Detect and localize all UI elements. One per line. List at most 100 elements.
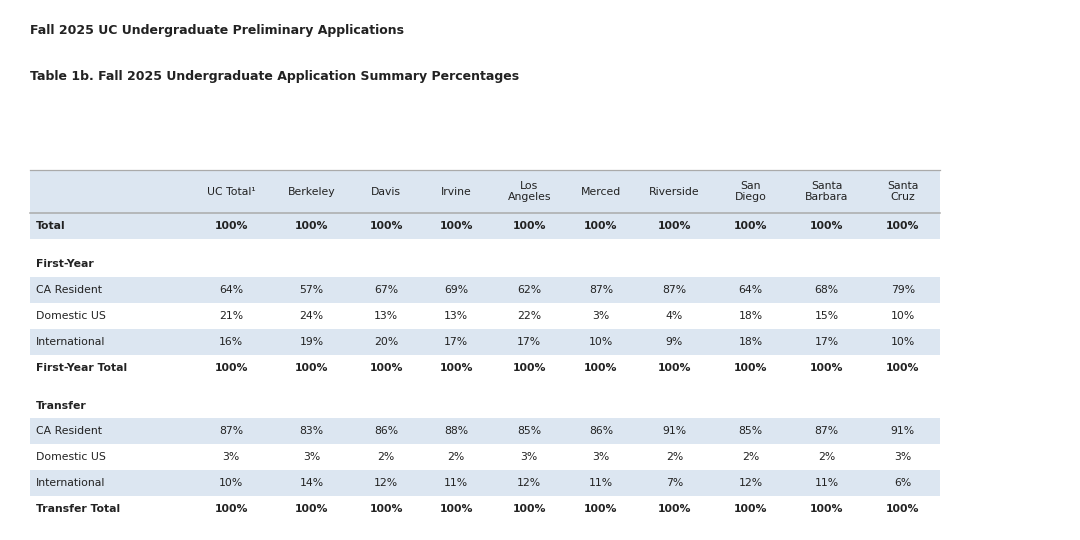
Text: 100%: 100% [584, 504, 618, 514]
Text: 87%: 87% [219, 427, 243, 436]
Text: 3%: 3% [303, 453, 320, 462]
Text: 9%: 9% [666, 337, 683, 347]
Text: Domestic US: Domestic US [36, 453, 106, 462]
Text: 100%: 100% [658, 504, 691, 514]
Text: 86%: 86% [374, 427, 399, 436]
Text: 100%: 100% [810, 221, 843, 231]
Text: 14%: 14% [299, 478, 324, 488]
Text: 100%: 100% [886, 221, 920, 231]
Text: Fall 2025 UC Undergraduate Preliminary Applications: Fall 2025 UC Undergraduate Preliminary A… [30, 24, 404, 37]
Text: International: International [36, 337, 105, 347]
Text: 11%: 11% [589, 478, 613, 488]
Text: 10%: 10% [891, 311, 915, 321]
Text: 85%: 85% [517, 427, 541, 436]
Text: 91%: 91% [662, 427, 687, 436]
Text: 11%: 11% [814, 478, 839, 488]
Text: 3%: 3% [222, 453, 240, 462]
Text: Table 1b. Fall 2025 Undergraduate Application Summary Percentages: Table 1b. Fall 2025 Undergraduate Applic… [30, 70, 519, 83]
Text: 91%: 91% [891, 427, 915, 436]
Text: 17%: 17% [444, 337, 469, 347]
Text: 100%: 100% [512, 363, 546, 373]
Text: 12%: 12% [517, 478, 541, 488]
Text: 62%: 62% [517, 285, 541, 295]
Text: 79%: 79% [891, 285, 915, 295]
Text: 19%: 19% [299, 337, 324, 347]
Text: 100%: 100% [658, 363, 691, 373]
Text: 2%: 2% [819, 453, 835, 462]
Text: 11%: 11% [444, 478, 469, 488]
Text: UC Total¹: UC Total¹ [206, 187, 256, 197]
Text: 100%: 100% [214, 504, 248, 514]
Text: 3%: 3% [593, 453, 609, 462]
Text: 100%: 100% [295, 363, 328, 373]
Text: Merced: Merced [581, 187, 621, 197]
Text: 64%: 64% [219, 285, 243, 295]
Text: 21%: 21% [219, 311, 243, 321]
Text: Santa
Barbara: Santa Barbara [805, 181, 849, 202]
Text: 100%: 100% [440, 221, 473, 231]
Text: Riverside: Riverside [649, 187, 700, 197]
Text: Irvine: Irvine [441, 187, 472, 197]
Text: 17%: 17% [814, 337, 839, 347]
Text: 13%: 13% [444, 311, 469, 321]
Text: 24%: 24% [299, 311, 324, 321]
Text: 13%: 13% [374, 311, 399, 321]
Text: 100%: 100% [584, 221, 618, 231]
Text: 10%: 10% [589, 337, 613, 347]
Text: 100%: 100% [886, 363, 920, 373]
Text: 3%: 3% [593, 311, 609, 321]
Text: 64%: 64% [739, 285, 762, 295]
Text: 69%: 69% [444, 285, 469, 295]
Text: 100%: 100% [214, 363, 248, 373]
Text: 83%: 83% [299, 427, 324, 436]
Text: First-Year: First-Year [36, 259, 93, 269]
Text: 10%: 10% [219, 478, 243, 488]
Text: 2%: 2% [378, 453, 394, 462]
Text: Berkeley: Berkeley [287, 187, 336, 197]
Text: 4%: 4% [666, 311, 683, 321]
Text: 100%: 100% [512, 221, 546, 231]
Text: 7%: 7% [666, 478, 683, 488]
Text: 100%: 100% [810, 363, 843, 373]
Text: 2%: 2% [666, 453, 683, 462]
Text: 2%: 2% [448, 453, 464, 462]
Text: 100%: 100% [369, 363, 403, 373]
Text: 100%: 100% [733, 504, 768, 514]
Text: 12%: 12% [374, 478, 399, 488]
Text: 20%: 20% [374, 337, 399, 347]
Text: 100%: 100% [369, 221, 403, 231]
Text: 16%: 16% [219, 337, 243, 347]
Text: 57%: 57% [299, 285, 324, 295]
Text: Transfer: Transfer [36, 401, 86, 410]
Text: 100%: 100% [295, 504, 328, 514]
Text: 100%: 100% [584, 363, 618, 373]
Text: 18%: 18% [739, 337, 762, 347]
Text: 6%: 6% [894, 478, 912, 488]
Text: 87%: 87% [814, 427, 839, 436]
Text: CA Resident: CA Resident [36, 285, 102, 295]
Text: 100%: 100% [733, 363, 768, 373]
Text: 18%: 18% [739, 311, 762, 321]
Text: First-Year Total: First-Year Total [36, 363, 126, 373]
Text: 100%: 100% [810, 504, 843, 514]
Text: 15%: 15% [814, 311, 839, 321]
Text: Domestic US: Domestic US [36, 311, 106, 321]
Text: CA Resident: CA Resident [36, 427, 102, 436]
Text: 3%: 3% [521, 453, 538, 462]
Text: 100%: 100% [440, 363, 473, 373]
Text: Davis: Davis [372, 187, 401, 197]
Text: 100%: 100% [512, 504, 546, 514]
Text: 100%: 100% [440, 504, 473, 514]
Text: Total: Total [36, 221, 65, 231]
Text: 86%: 86% [589, 427, 613, 436]
Text: 2%: 2% [742, 453, 759, 462]
Text: 100%: 100% [295, 221, 328, 231]
Text: 100%: 100% [733, 221, 768, 231]
Text: Los
Angeles: Los Angeles [508, 181, 551, 202]
Text: 88%: 88% [444, 427, 469, 436]
Text: 68%: 68% [814, 285, 839, 295]
Text: Transfer Total: Transfer Total [36, 504, 120, 514]
Text: 17%: 17% [517, 337, 541, 347]
Text: 100%: 100% [658, 221, 691, 231]
Text: 100%: 100% [886, 504, 920, 514]
